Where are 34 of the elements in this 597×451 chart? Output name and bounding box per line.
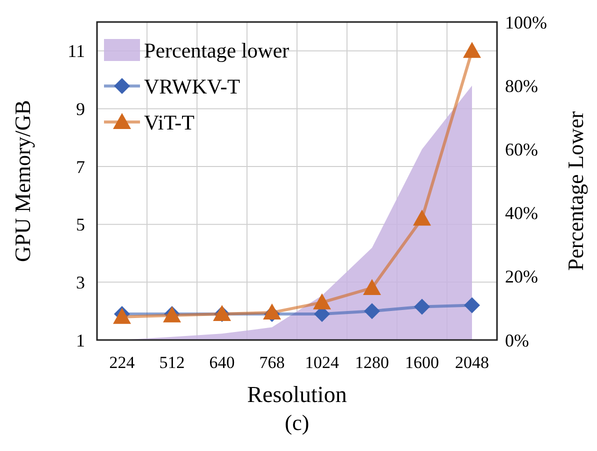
x-tick-label: 512 [159, 353, 185, 372]
point [313, 293, 331, 310]
x-tick-label: 1280 [355, 353, 389, 372]
y-tick-label: 3 [76, 272, 85, 292]
y2-tick-label: 80% [505, 76, 538, 96]
legend-label: ViT-T [144, 110, 195, 134]
y2-tick-label: 0% [505, 330, 529, 350]
y2-tick-label: 40% [505, 203, 538, 224]
x-tick-label: 640 [209, 353, 235, 372]
x-tick-label: 768 [259, 353, 285, 372]
y-tick-label: 5 [76, 214, 85, 235]
y2-tick-label: 100% [505, 12, 547, 32]
y2-axis-title: Percentage Lower [563, 110, 588, 271]
y-tick-label: 7 [76, 156, 85, 177]
point [463, 42, 481, 58]
y2-tick-label: 20% [505, 266, 538, 287]
point [414, 298, 430, 315]
point [413, 210, 431, 226]
text: (c) [284, 410, 310, 435]
x-tick-label: 1024 [305, 353, 340, 372]
y-tick-label: 9 [76, 99, 85, 120]
point [464, 297, 480, 314]
y2-tick-label: 60% [505, 140, 538, 160]
point [363, 278, 381, 295]
x-tick-label: 1600 [405, 353, 439, 372]
legend-label: Percentage lower [144, 38, 290, 62]
x-tick-label: 224 [109, 353, 136, 372]
point [364, 303, 380, 320]
y-axis-title: GPU Memory/GB [10, 100, 35, 262]
y-tick-label: 1 [76, 330, 85, 350]
x-axis-title: Resolution [247, 382, 348, 407]
legend-label: VRWKV-T [144, 74, 240, 98]
x-tick-label: 2048 [455, 353, 489, 372]
y-tick-label: 11 [68, 41, 85, 62]
